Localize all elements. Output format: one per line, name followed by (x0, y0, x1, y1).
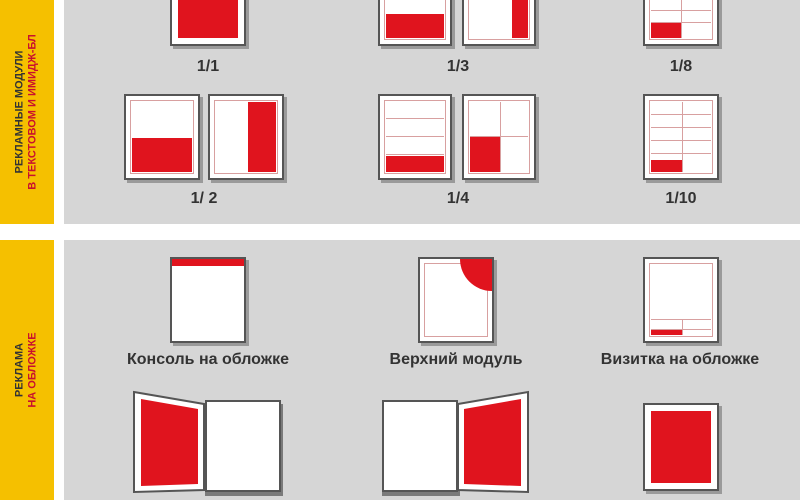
caption-cover-card: Визитка на обложке (600, 351, 760, 368)
cover-top-module-inner (424, 263, 488, 337)
module-1-4-inner-right (468, 100, 530, 174)
section-label-modules: РЕКЛАМНЫЕ МОДУЛИ В ТЕКСТОВОМ И ИМИДЖ-БЛ (0, 0, 54, 224)
module-1-10-diagram (643, 94, 719, 180)
module-1-3-diagram-left (378, 0, 452, 46)
caption-1-1: 1/1 (196, 58, 220, 75)
module-1-3-inner-right (468, 0, 530, 40)
module-1-3-fill-right (512, 0, 528, 38)
caption-1-8: 1/8 (669, 58, 693, 75)
module-1-2-inner-right (214, 100, 278, 174)
module-1-4-hline-1 (386, 118, 444, 119)
module-1-2-inner-left (130, 100, 194, 174)
module-1-4-fill-left (386, 156, 444, 172)
cover-card-inner (649, 263, 713, 337)
cover-card-fill (651, 330, 682, 335)
module-1-8-fill (651, 23, 681, 38)
gatefold-right-page (382, 400, 458, 492)
module-1-8-diagram (643, 0, 719, 46)
gatefold-left-page (205, 400, 281, 492)
module-1-8-vline (681, 0, 682, 38)
module-1-3-inner-left (384, 0, 446, 40)
module-1-2-diagram-left (124, 94, 200, 180)
module-1-4-diagram-left (378, 94, 452, 180)
module-1-2-diagram-right (208, 94, 284, 180)
module-1-3-fill-left (386, 14, 444, 38)
gatefold-left-flap (133, 390, 205, 494)
module-1-2-fill-right (248, 102, 276, 172)
module-1-2-fill-left (132, 138, 192, 172)
section-label-cover-line2: НА ОБЛОЖКЕ (27, 332, 40, 408)
module-1-8-inner (649, 0, 713, 40)
module-1-3-diagram-right (462, 0, 536, 46)
module-1-10-hline-3 (651, 140, 711, 141)
caption-1-3: 1/3 (446, 58, 470, 75)
cover-console-fill (172, 259, 244, 266)
module-1-10-hline-4 (651, 153, 711, 154)
module-1-10-hline-2 (651, 127, 711, 128)
module-1-10-inner (649, 100, 713, 174)
cover-card-vline (682, 319, 683, 335)
module-1-4-hline-mid (470, 136, 528, 137)
module-1-4-inner-left (384, 100, 446, 174)
module-1-1-diagram (170, 0, 246, 46)
module-1-10-vline (682, 102, 683, 172)
section-band-cover (0, 240, 54, 500)
section-band-modules (0, 0, 54, 224)
cover-full-page-diagram (643, 403, 719, 491)
module-1-10-fill (651, 160, 682, 172)
module-1-4-vline-mid (500, 102, 501, 172)
section-label-cover-line1: РЕКЛАМА (14, 342, 27, 398)
caption-cover-console: Консоль на обложке (127, 351, 289, 368)
cover-card-hline-2 (651, 329, 711, 330)
caption-1-10: 1/10 (665, 190, 697, 207)
gatefold-right-flap (457, 390, 529, 494)
section-label-modules-line2: В ТЕКСТОВОМ И ИМИДЖ-БЛ (27, 34, 40, 190)
module-1-10-hline-1 (651, 114, 711, 115)
module-1-1-fill (178, 0, 238, 38)
module-1-4-hline-3 (386, 154, 444, 155)
module-1-4-fill-right (470, 137, 500, 172)
section-label-modules-line1: РЕКЛАМНЫЕ МОДУЛИ (14, 50, 27, 174)
caption-1-4: 1/4 (446, 190, 470, 207)
cover-card-hline-1 (651, 319, 711, 320)
section-label-cover: РЕКЛАМА НА ОБЛОЖКЕ (0, 240, 54, 500)
cover-console-diagram (170, 257, 246, 343)
cover-top-module-diagram (418, 257, 494, 343)
caption-1-2: 1/ 2 (190, 190, 218, 207)
module-1-4-hline-2 (386, 136, 444, 137)
cover-card-diagram (643, 257, 719, 343)
cover-full-page-fill (651, 411, 711, 483)
caption-cover-top-module: Верхний модуль (389, 351, 523, 368)
module-1-4-diagram-right (462, 94, 536, 180)
